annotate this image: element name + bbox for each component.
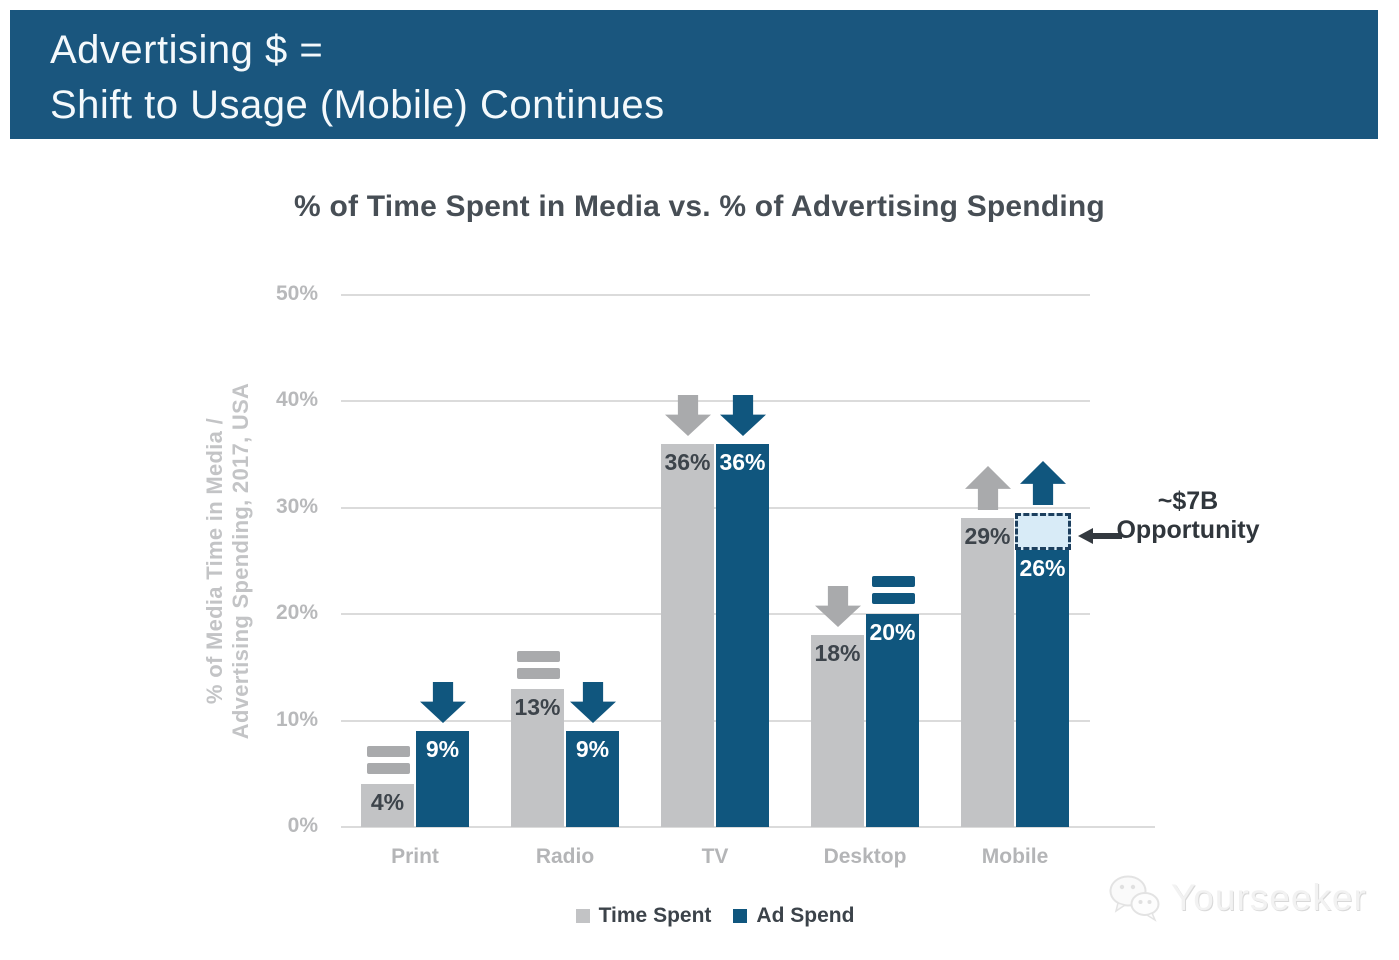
- header-title-line2: Shift to Usage (Mobile) Continues: [50, 83, 665, 127]
- gridline-10: [341, 720, 1090, 722]
- watermark: Yourseeker: [1106, 872, 1367, 924]
- legend-swatch-gray: [575, 909, 590, 923]
- bar-value-desktop-time-spent: 18%: [814, 640, 861, 666]
- trend-equal-bar-1: [517, 651, 560, 662]
- gridline-50: [341, 294, 1090, 296]
- legend-item-ad-spend: Ad Spend: [733, 904, 854, 928]
- y-tick-label-0: 0%: [287, 814, 318, 837]
- header-title-line1: Advertising $ =: [50, 28, 324, 72]
- bar-value-tv-time-spent: 36%: [664, 449, 711, 475]
- bar-value-radio-time-spent: 13%: [514, 694, 561, 720]
- category-label-tv: TV: [701, 845, 729, 868]
- wechat-icon: [1109, 875, 1160, 922]
- legend-swatch-blue: [733, 909, 748, 923]
- bar-radio-ad-spend: [566, 731, 619, 827]
- gridline-40: [341, 400, 1090, 402]
- legend-label: Ad Spend: [756, 904, 855, 927]
- bar-value-mobile-ad-spend: 26%: [1019, 555, 1066, 581]
- gridline-0: [341, 826, 1155, 828]
- bar-value-tv-ad-spend: 36%: [719, 449, 766, 475]
- trend-equal-bar-1: [367, 746, 410, 757]
- bar-mobile-time-spent: [961, 518, 1014, 827]
- bar-value-mobile-time-spent: 29%: [964, 523, 1011, 549]
- trend-equal-bar-2: [367, 763, 410, 774]
- chart-legend: Time Spent Ad Spend: [340, 904, 1090, 928]
- y-tick-label-20: 20%: [275, 601, 318, 624]
- category-label-print: Print: [391, 845, 439, 868]
- y-tick-label-50: 50%: [275, 282, 318, 305]
- trend-equal-desktop-ad-spend: [872, 576, 915, 604]
- trend-down-arrow-print-ad-spend: [420, 682, 466, 723]
- gridline-30: [341, 507, 1090, 509]
- category-label-radio: Radio: [535, 845, 595, 868]
- bar-print-ad-spend: [416, 731, 469, 827]
- chart-title: % of Time Spent in Media vs. % of Advert…: [294, 190, 1105, 223]
- trend-equal-bar-2: [517, 668, 560, 679]
- gridline-20: [341, 613, 1090, 615]
- trend-equal-bar-2: [872, 593, 915, 604]
- trend-equal-radio-time-spent: [517, 651, 560, 679]
- legend-label: Time Spent: [598, 904, 712, 927]
- bar-mobile-ad-spend: [1016, 550, 1069, 827]
- bar-desktop-ad-spend: [866, 614, 919, 827]
- watermark-text: Yourseeker: [1171, 877, 1367, 918]
- trend-down-arrow-radio-ad-spend: [570, 682, 616, 723]
- bar-value-print-time-spent: 4%: [370, 789, 405, 815]
- y-tick-label-40: 40%: [275, 388, 318, 411]
- bar-tv-time-spent: [661, 444, 714, 827]
- bar-desktop-time-spent: [811, 635, 864, 827]
- trend-up-arrow-mobile-ad-spend: [1020, 461, 1066, 505]
- y-tick-label-30: 30%: [275, 495, 318, 518]
- trend-down-arrow-desktop-time-spent: [815, 586, 861, 627]
- bar-print-time-spent: [361, 784, 414, 827]
- category-label-desktop: Desktop: [823, 845, 907, 868]
- bar-value-print-ad-spend: 9%: [425, 736, 460, 762]
- legend-item-time-spent: Time Spent: [575, 904, 712, 928]
- bar-value-radio-ad-spend: 9%: [575, 736, 610, 762]
- slide-header: Advertising $ = Shift to Usage (Mobile) …: [10, 10, 1378, 139]
- trend-equal-print-time-spent: [367, 746, 410, 774]
- category-label-mobile: Mobile: [981, 845, 1049, 868]
- trend-equal-bar-1: [872, 576, 915, 587]
- bar-radio-time-spent: [511, 689, 564, 827]
- opportunity-box: [1015, 513, 1071, 550]
- y-tick-label-10: 10%: [275, 708, 318, 731]
- bar-value-desktop-ad-spend: 20%: [869, 619, 916, 645]
- bar-tv-ad-spend: [716, 444, 769, 827]
- trend-up-arrow-mobile-time-spent: [965, 466, 1011, 510]
